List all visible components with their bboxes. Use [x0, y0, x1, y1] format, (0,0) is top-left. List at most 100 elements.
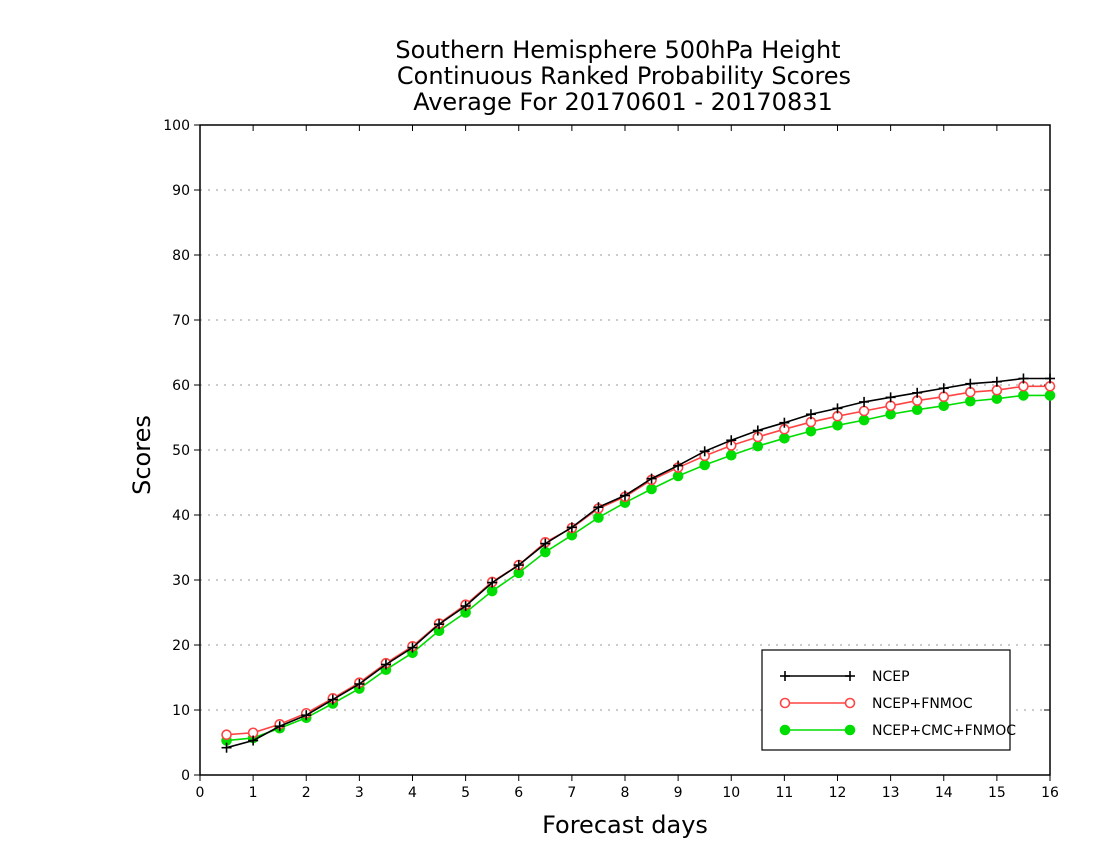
- legend-marker: [844, 697, 856, 709]
- data-point: [725, 449, 737, 461]
- data-point: [354, 679, 365, 689]
- data-point: [885, 400, 896, 412]
- x-tick-label: 3: [355, 785, 364, 801]
- data-point: [938, 400, 950, 412]
- data-point: [620, 490, 630, 501]
- data-point: [513, 560, 524, 571]
- data-point: [460, 601, 471, 611]
- data-point: [646, 473, 657, 484]
- grid-lines: [200, 189, 1050, 711]
- legend-entry: NCEP+FNMOC: [779, 696, 973, 712]
- y-tick-label: 0: [181, 768, 190, 784]
- y-axis-label: Scores: [128, 415, 156, 495]
- data-point: [965, 395, 976, 407]
- data-point: [699, 459, 710, 471]
- data-point: [965, 386, 976, 398]
- x-tick-labels: 0 1 2 3 4 5 6 7 8 9 10 11 12 13 14 15 16: [196, 785, 1059, 801]
- legend-label: NCEP+FNMOC: [872, 696, 973, 712]
- y-tick-label: 10: [172, 703, 190, 719]
- y-tick-label: 60: [172, 378, 190, 394]
- y-tick-label: 50: [172, 443, 190, 459]
- data-point: [885, 392, 896, 403]
- data-point: [805, 409, 816, 420]
- x-tick-label: 8: [621, 785, 630, 801]
- legend-marker: [779, 724, 791, 736]
- data-point: [221, 729, 232, 741]
- y-tick-label: 100: [163, 118, 190, 134]
- y-tick-label: 30: [172, 573, 190, 589]
- x-tick-label: 10: [722, 785, 740, 801]
- data-point: [380, 659, 391, 670]
- y-tick-labels: 0 10 20 30 40 50 60 70 80 90 100: [163, 118, 190, 784]
- data-point: [1018, 390, 1029, 401]
- data-point: [779, 433, 790, 444]
- data-point: [1018, 373, 1029, 384]
- data-point: [486, 585, 498, 597]
- data-point: [859, 396, 870, 407]
- data-point: [911, 404, 923, 416]
- x-axis-label: Forecast days: [542, 811, 708, 839]
- x-tick-label: 15: [988, 785, 1006, 801]
- y-tick-label: 40: [172, 508, 190, 524]
- x-tick-label: 7: [567, 785, 576, 801]
- data-point: [752, 425, 763, 436]
- data-point: [274, 721, 285, 732]
- x-tick-label: 13: [882, 785, 900, 801]
- x-tick-label: 2: [302, 785, 311, 801]
- data-point: [832, 403, 843, 414]
- x-tick-label: 1: [249, 785, 258, 801]
- data-point: [726, 435, 737, 446]
- x-tick-label: 0: [196, 785, 205, 801]
- data-point: [566, 522, 577, 533]
- title-line-2: Continuous Ranked Probability Scores: [397, 62, 851, 90]
- data-point: [779, 417, 790, 428]
- data-point: [1045, 373, 1055, 384]
- legend-marker: [780, 671, 790, 681]
- data-point: [540, 546, 551, 558]
- x-tick-label: 5: [461, 785, 470, 801]
- data-point: [752, 440, 764, 452]
- data-point: [646, 483, 657, 495]
- legend-items: NCEP NCEP+FNMOC NCEP+CMC+FNMOC: [779, 669, 1016, 739]
- x-tick-label: 9: [674, 785, 683, 801]
- title-line-1: Southern Hemisphere 500hPa Height: [395, 36, 840, 64]
- y-tick-label: 20: [172, 638, 190, 654]
- series-layer: [221, 373, 1056, 753]
- data-point: [673, 460, 684, 471]
- data-point: [593, 512, 604, 523]
- data-point: [327, 694, 338, 705]
- legend-box: [761, 649, 1011, 751]
- data-point: [858, 405, 870, 417]
- data-point: [434, 619, 445, 630]
- legend-marker: [844, 724, 856, 736]
- data-point: [487, 577, 498, 588]
- y-tick-label: 70: [172, 313, 190, 329]
- data-point: [301, 710, 312, 721]
- x-tick-label: 6: [514, 785, 523, 801]
- data-point: [965, 378, 976, 389]
- data-point: [832, 420, 843, 431]
- legend-entry: NCEP+CMC+FNMOC: [779, 723, 1016, 739]
- legend-label: NCEP: [872, 669, 910, 685]
- data-point: [699, 446, 710, 457]
- data-point: [407, 642, 418, 653]
- y-tick-label: 90: [172, 183, 190, 199]
- data-point: [1044, 390, 1056, 401]
- data-point: [912, 387, 923, 398]
- legend: NCEP NCEP+FNMOC NCEP+CMC+FNMOC: [761, 649, 1016, 751]
- data-point: [593, 502, 604, 513]
- series-ncep: [221, 373, 1055, 753]
- data-point: [991, 384, 1003, 396]
- data-point: [938, 383, 949, 394]
- x-tick-label: 11: [775, 785, 793, 801]
- data-point: [805, 425, 817, 437]
- legend-marker: [779, 697, 791, 709]
- chart-title: Southern Hemisphere 500hPa Height Contin…: [395, 36, 851, 116]
- title-line-3: Average For 20170601 - 20170831: [413, 88, 833, 116]
- legend-marker: [845, 671, 855, 681]
- legend-label: NCEP+CMC+FNMOC: [872, 723, 1016, 739]
- x-tick-label: 16: [1041, 785, 1059, 801]
- data-point: [858, 414, 870, 426]
- x-tick-label: 12: [829, 785, 847, 801]
